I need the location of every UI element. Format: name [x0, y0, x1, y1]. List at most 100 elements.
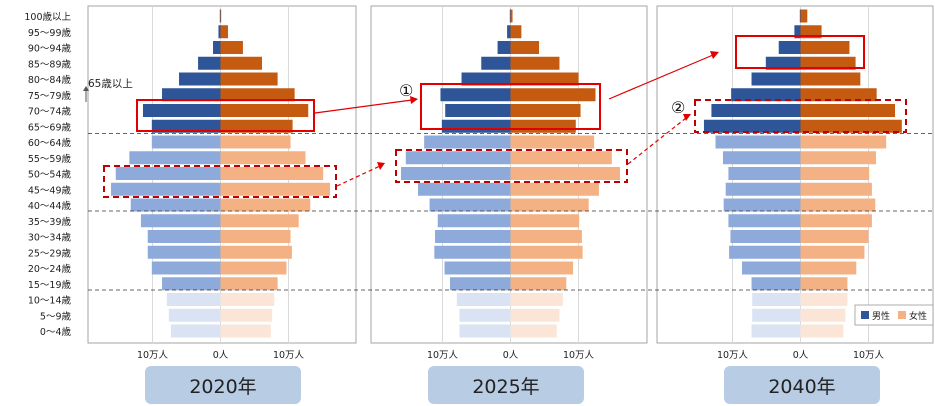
bar-male-85〜89歳 — [481, 56, 511, 70]
bar-male-15〜19歳 — [449, 277, 511, 291]
arrow-2020-2025-dashed — [336, 165, 381, 187]
x-tick-label: 10万人 — [273, 350, 305, 361]
bar-female-35〜39歳 — [220, 214, 299, 228]
x-tick-label: 10万人 — [717, 350, 749, 361]
legend-swatch-male — [861, 311, 869, 319]
bar-female-30〜34歳 — [800, 230, 869, 243]
legend-label-female: 女性 — [909, 310, 927, 322]
bar-female-0〜4歳 — [800, 324, 844, 338]
arrow-2020-2025-solid — [314, 99, 413, 114]
bar-female-55〜59歳 — [510, 151, 612, 165]
age-label: 90〜94歳 — [28, 43, 72, 55]
age-label: 0〜4歳 — [40, 326, 72, 338]
highlight-2040-middle — [694, 99, 907, 133]
bar-female-30〜34歳 — [510, 230, 582, 243]
age-label: 80〜84歳 — [28, 74, 72, 86]
highlight-2020-elderly — [136, 99, 315, 132]
pyramid-panel-2020年: 10万人 0人 10万人 — [87, 5, 357, 361]
bar-male-40〜44歳 — [130, 198, 221, 212]
bar-male-45〜49歳 — [111, 182, 221, 196]
age-label: 70〜74歳 — [28, 106, 72, 118]
over65-label: 65歳以上 — [88, 78, 133, 90]
bar-female-25〜29歳 — [800, 245, 865, 259]
bar-male-10〜14歳 — [166, 293, 221, 306]
bar-male-100歳以上 — [509, 9, 511, 23]
bar-female-35〜39歳 — [510, 214, 580, 228]
bar-male-55〜59歳 — [722, 151, 801, 165]
bar-male-45〜49歳 — [725, 182, 801, 196]
bar-female-10〜14歳 — [220, 293, 275, 306]
age-label: 15〜19歳 — [28, 279, 72, 291]
bar-female-30〜34歳 — [220, 230, 291, 243]
pyramid-panel-2040年: 10万人 0人 10万人 — [656, 5, 934, 361]
bar-female-55〜59歳 — [220, 151, 306, 165]
arrow-2025-2040-solid — [608, 54, 714, 100]
bar-female-100歳以上 — [220, 9, 222, 23]
bar-male-15〜19歳 — [162, 277, 221, 291]
bar-female-15〜19歳 — [220, 277, 278, 291]
bar-male-95〜99歳 — [507, 25, 511, 39]
bar-male-70〜74歳 — [142, 104, 221, 117]
bar-male-30〜34歳 — [435, 230, 511, 243]
bar-female-80〜84歳 — [220, 72, 278, 86]
bar-female-90〜94歳 — [510, 41, 540, 54]
bar-male-80〜84歳 — [751, 72, 801, 86]
bar-female-20〜24歳 — [510, 261, 574, 275]
highlight-2025-elderly — [420, 83, 601, 130]
highlight-2025-middle — [395, 149, 628, 183]
bar-female-70〜74歳 — [800, 104, 896, 117]
age-label: 30〜34歳 — [28, 232, 72, 244]
bar-male-75〜79歳 — [731, 88, 801, 102]
bar-male-60〜64歳 — [151, 135, 221, 149]
bar-female-80〜84歳 — [510, 72, 579, 86]
bar-female-65〜69歳 — [220, 119, 293, 133]
bar-male-95〜99歳 — [218, 25, 221, 39]
bar-male-60〜64歳 — [715, 135, 801, 149]
age-label: 25〜29歳 — [28, 247, 72, 259]
annotation-overlays: 65歳以上 ① ② 男性 女性 — [83, 35, 935, 326]
bar-male-35〜39歳 — [437, 214, 511, 228]
age-label: 20〜24歳 — [28, 263, 72, 275]
bar-female-20〜24歳 — [220, 261, 287, 275]
legend: 男性 女性 — [854, 304, 934, 326]
age-label: 40〜44歳 — [28, 200, 72, 212]
bar-male-75〜79歳 — [440, 88, 511, 102]
bar-female-60〜64歳 — [510, 135, 595, 149]
bar-female-20〜24歳 — [800, 261, 857, 275]
bar-female-45〜49歳 — [800, 182, 872, 196]
bar-male-25〜29歳 — [147, 245, 221, 259]
x-tick-label: 10万人 — [563, 350, 595, 361]
bar-female-85〜89歳 — [510, 56, 560, 70]
bar-male-80〜84歳 — [461, 72, 511, 86]
bar-female-25〜29歳 — [220, 245, 292, 259]
bar-female-95〜99歳 — [510, 25, 522, 39]
bar-female-85〜89歳 — [220, 56, 262, 70]
bar-male-70〜74歳 — [445, 104, 511, 117]
highlight-2020-middle — [103, 165, 337, 198]
arrow-2025-2040-dashed — [627, 117, 687, 165]
bar-female-60〜64歳 — [800, 135, 887, 149]
bar-female-5〜9歳 — [800, 308, 846, 322]
bar-female-70〜74歳 — [220, 104, 309, 117]
bar-female-75〜79歳 — [800, 88, 877, 102]
bar-female-35〜39歳 — [800, 214, 872, 228]
bar-female-65〜69歳 — [800, 119, 902, 133]
bar-female-50〜54歳 — [510, 167, 620, 180]
bar-female-40〜44歳 — [220, 198, 311, 212]
age-group-labels: 100歳以上 95〜99歳 90〜94歳 85〜89歳 80〜84歳 75〜79歳 70〜7… — [24, 11, 71, 338]
bar-male-50〜54歳 — [115, 167, 221, 180]
bar-male-0〜4歳 — [459, 324, 511, 338]
legend-frame — [854, 304, 934, 326]
x-tick-label: 0人 — [213, 350, 229, 361]
bar-male-10〜14歳 — [456, 293, 511, 306]
bar-male-20〜24歳 — [742, 261, 801, 275]
bar-male-90〜94歳 — [497, 41, 511, 54]
bar-female-10〜14歳 — [800, 293, 848, 306]
bar-male-40〜44歳 — [429, 198, 511, 212]
bar-male-0〜4歳 — [751, 324, 801, 338]
bar-male-95〜99歳 — [794, 25, 801, 39]
bar-male-70〜74歳 — [711, 104, 801, 117]
age-label: 10〜14歳 — [28, 295, 72, 307]
bar-male-15〜19歳 — [751, 277, 801, 291]
bar-male-5〜9歳 — [459, 308, 511, 322]
